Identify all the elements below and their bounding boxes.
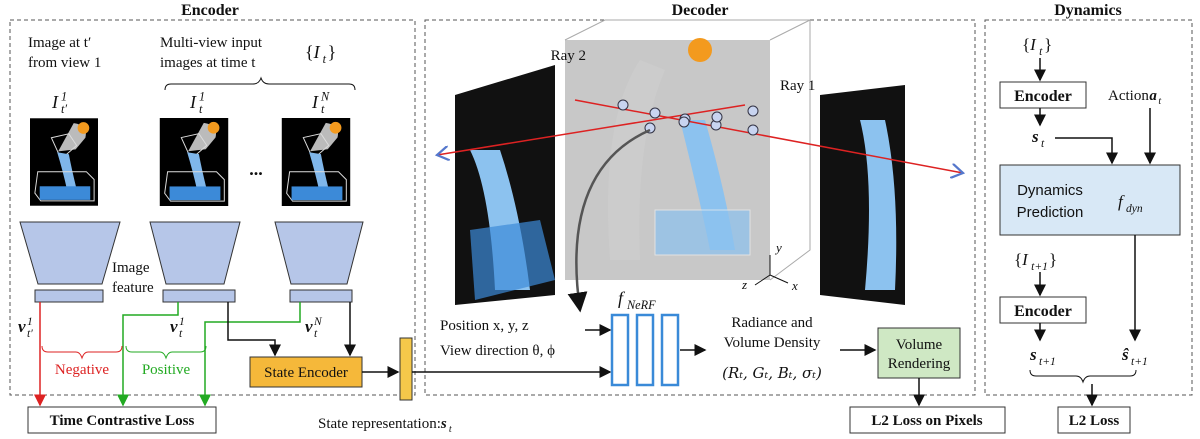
subscript: t — [1158, 96, 1162, 107]
box-label: Volume — [896, 337, 943, 353]
box-label: Dynamics — [1017, 182, 1083, 199]
axis-label: z — [741, 277, 747, 292]
subscript: t — [1039, 45, 1043, 58]
subscript: t — [314, 327, 318, 340]
symbol-text: { — [1014, 250, 1022, 269]
arrow — [228, 302, 275, 355]
symbol-text: { — [1022, 35, 1030, 54]
symbol: ŝ — [1121, 345, 1129, 364]
output-label: Volume Density — [724, 335, 821, 351]
input-image — [160, 118, 228, 206]
box-label: Prediction — [1017, 204, 1084, 221]
subscript: t′ — [61, 102, 67, 116]
symbol: I — [313, 42, 321, 62]
axis-label: x — [791, 278, 798, 293]
subscript: t — [321, 102, 325, 116]
negative-label: Negative — [55, 362, 109, 378]
box-label: Encoder — [1014, 303, 1072, 320]
subscript: t+1 — [1039, 355, 1056, 368]
subscript: NeRF — [626, 298, 656, 312]
subscript: t — [449, 424, 453, 435]
symbol: I — [1021, 250, 1029, 269]
output-label: (Rₜ, Gₜ, Bₜ, σₜ) — [722, 364, 822, 382]
input-label: Position x, y, z — [440, 318, 529, 334]
ray-label: Ray 1 — [780, 78, 815, 94]
arrow — [205, 302, 300, 405]
subscript: t — [323, 52, 327, 66]
page: {"encoder":{"title":"Encoder","image_not… — [0, 0, 1200, 439]
axis-label: y — [774, 240, 782, 255]
nerf-layer — [662, 315, 678, 385]
box-label: Rendering — [888, 356, 951, 372]
symbol: f — [618, 288, 626, 308]
symbol-text: } — [328, 42, 337, 62]
symbol: v — [170, 317, 178, 336]
symbol-text: State representation: — [318, 416, 441, 432]
symbol: a — [1149, 88, 1157, 104]
subscript: t — [179, 327, 183, 340]
output-label: Radiance and — [731, 315, 813, 331]
robot — [688, 38, 712, 62]
subscript: t — [1041, 137, 1045, 150]
subscript: dyn — [1126, 202, 1143, 215]
nerf-layer — [637, 315, 653, 385]
image-encoders — [20, 222, 363, 302]
section-title: Dynamics — [1054, 2, 1122, 19]
diagram: Encoder Decoder Dynamics Image at t′ fro… — [0, 0, 1200, 439]
symbol-text: { — [305, 42, 314, 62]
positive-label: Positive — [142, 362, 191, 378]
ellipsis: ... — [249, 159, 263, 179]
container — [655, 210, 750, 255]
loss-label: L2 Loss — [1069, 413, 1120, 429]
arrow — [1055, 138, 1112, 163]
section-title: Decoder — [672, 2, 729, 19]
symbol: I — [311, 92, 319, 112]
note: images at time t — [160, 55, 256, 71]
loss-label: L2 Loss on Pixels — [871, 413, 982, 429]
symbol-text: } — [1049, 250, 1057, 269]
subscript: t+1 — [1131, 355, 1148, 368]
brace — [165, 78, 355, 90]
brace — [126, 346, 206, 358]
box-label: Encoder — [1014, 88, 1072, 105]
subscript: t — [199, 102, 203, 116]
symbol-text: } — [1044, 35, 1052, 54]
nerf-layer — [612, 315, 628, 385]
symbol: v — [18, 317, 26, 336]
input-label: View direction θ, ϕ — [440, 343, 555, 359]
note: from view 1 — [28, 55, 101, 71]
symbol-text: Action — [1108, 88, 1149, 104]
input-image — [282, 118, 350, 206]
ray-label: Ray 2 — [551, 48, 586, 64]
encoder-frame — [10, 20, 415, 395]
text-label: feature — [112, 280, 154, 296]
symbol: s — [1029, 345, 1037, 364]
symbol: s — [440, 416, 447, 432]
loss-label: Time Contrastive Loss — [50, 413, 195, 429]
symbol: I — [51, 92, 59, 112]
dynamics-box — [1000, 165, 1180, 235]
symbol: v — [305, 317, 313, 336]
note: Image at t′ — [28, 35, 91, 51]
text-label: Image — [112, 260, 150, 276]
state-vector — [400, 338, 412, 400]
brace — [42, 346, 122, 358]
note: Multi-view input — [160, 35, 263, 51]
symbol: I — [189, 92, 197, 112]
symbol: I — [1029, 35, 1037, 54]
brace — [1030, 370, 1136, 382]
symbol: s — [1031, 127, 1039, 146]
subscript: t+1 — [1031, 260, 1048, 273]
subscript: t′ — [27, 327, 33, 340]
section-title: Encoder — [181, 2, 239, 19]
box-label: State Encoder — [264, 365, 348, 381]
input-image — [30, 118, 98, 205]
